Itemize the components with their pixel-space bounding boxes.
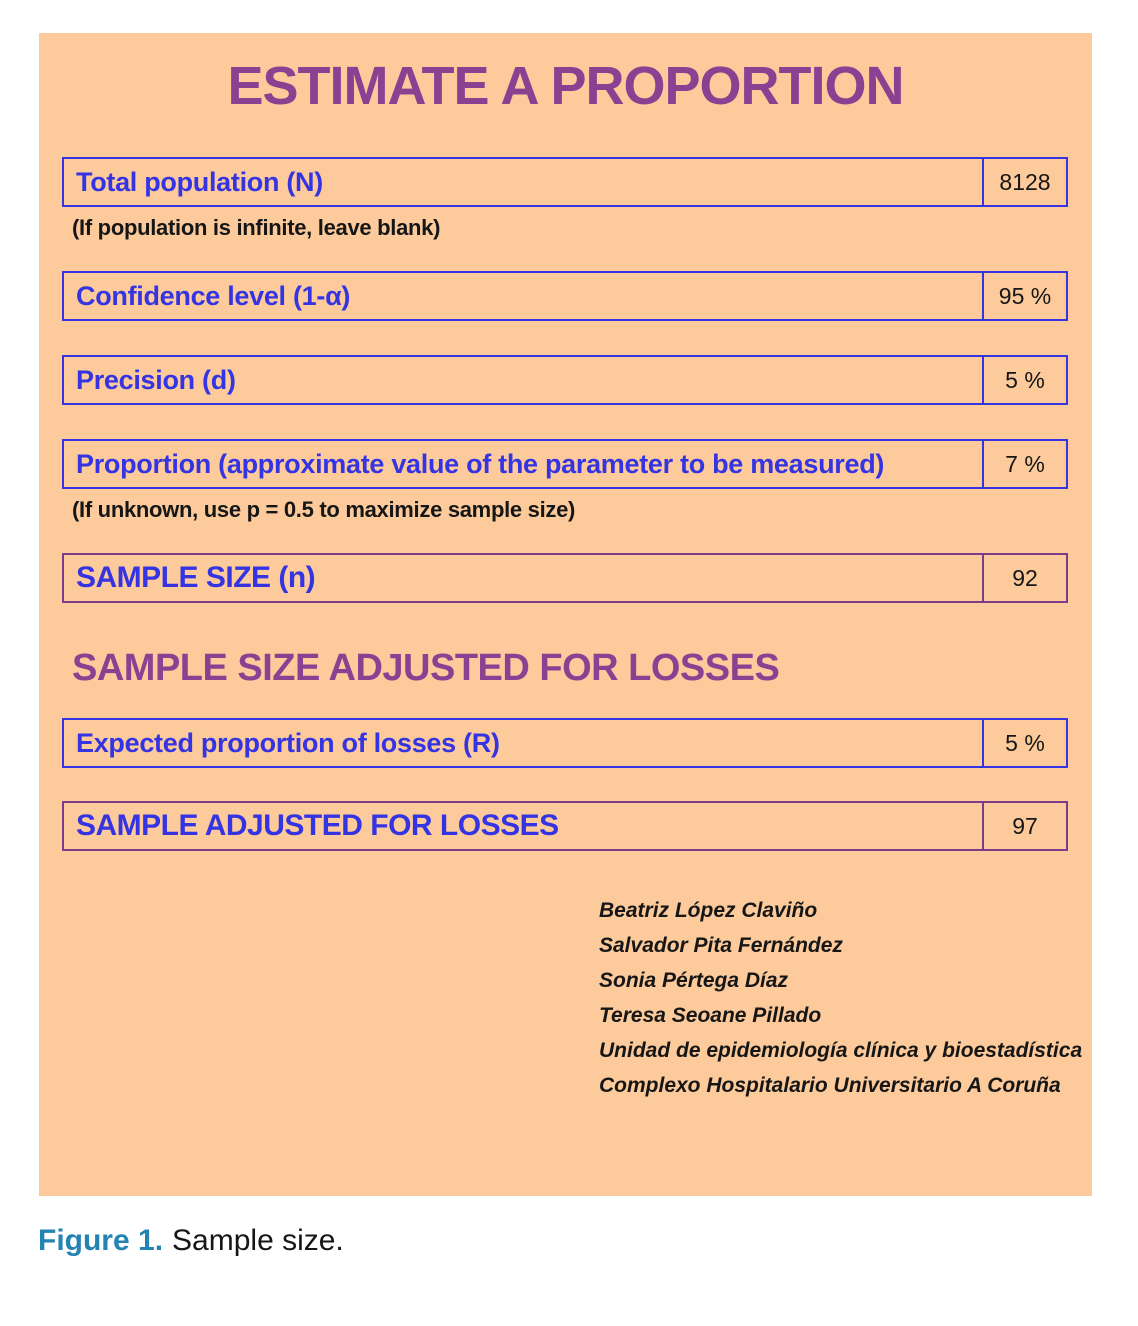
figure-caption: Figure 1. Sample size. bbox=[38, 1224, 344, 1258]
row-confidence-level: Confidence level (1-α) 95 % bbox=[62, 271, 1068, 321]
row-expected-losses: Expected proportion of losses (R) 5 % bbox=[62, 718, 1068, 768]
population-note: (If population is infinite, leave blank) bbox=[72, 215, 441, 240]
expected-losses-label: Expected proportion of losses (R) bbox=[76, 727, 500, 758]
sample-adjusted-result-value: 97 bbox=[982, 803, 1066, 849]
figure-caption-text: Sample size. bbox=[172, 1224, 344, 1257]
credits-block: Beatriz López Claviño Salvador Pita Fern… bbox=[599, 893, 1082, 1103]
total-population-value-field[interactable]: 8128 bbox=[982, 159, 1066, 205]
proportion-label: Proportion (approximate value of the par… bbox=[76, 448, 885, 479]
row-total-population: Total population (N) 8128 bbox=[62, 157, 1068, 207]
proportion-note: (If unknown, use p = 0.5 to maximize sam… bbox=[72, 497, 576, 522]
figure-caption-label: Figure 1. bbox=[38, 1224, 164, 1257]
sample-size-label: SAMPLE SIZE (n) bbox=[76, 561, 316, 594]
row-sample-adjusted-result: SAMPLE ADJUSTED FOR LOSSES 97 bbox=[62, 801, 1068, 851]
panel-title: ESTIMATE A PROPORTION bbox=[227, 56, 904, 116]
row-proportion: Proportion (approximate value of the par… bbox=[62, 439, 1068, 489]
sample-adjusted-label: SAMPLE ADJUSTED FOR LOSSES bbox=[76, 809, 559, 842]
credit-line: Teresa Seoane Pillado bbox=[599, 1004, 822, 1027]
row-precision: Precision (d) 5 % bbox=[62, 355, 1068, 405]
credit-line: Complexo Hospitalario Universitario A Co… bbox=[599, 1074, 1061, 1097]
credit-line: Sonia Pértega Díaz bbox=[599, 969, 789, 992]
precision-value-field[interactable]: 5 % bbox=[982, 357, 1066, 403]
confidence-level-label: Confidence level (1-α) bbox=[76, 280, 351, 311]
credit-line: Unidad de epidemiología clínica y bioest… bbox=[599, 1039, 1083, 1062]
total-population-label: Total population (N) bbox=[76, 166, 323, 197]
sample-size-calculator-panel: ESTIMATE A PROPORTION Total population (… bbox=[39, 33, 1092, 1196]
proportion-value-field[interactable]: 7 % bbox=[982, 441, 1066, 487]
precision-label: Precision (d) bbox=[76, 364, 236, 395]
sample-size-result-value: 92 bbox=[982, 555, 1066, 601]
credit-line: Beatriz López Claviño bbox=[599, 899, 818, 922]
section-heading-adjusted-for-losses: SAMPLE SIZE ADJUSTED FOR LOSSES bbox=[72, 647, 780, 689]
confidence-level-value-field[interactable]: 95 % bbox=[982, 273, 1066, 319]
expected-losses-value-field[interactable]: 5 % bbox=[982, 720, 1066, 766]
row-sample-size-result: SAMPLE SIZE (n) 92 bbox=[62, 553, 1068, 603]
credit-line: Salvador Pita Fernández bbox=[599, 934, 843, 957]
